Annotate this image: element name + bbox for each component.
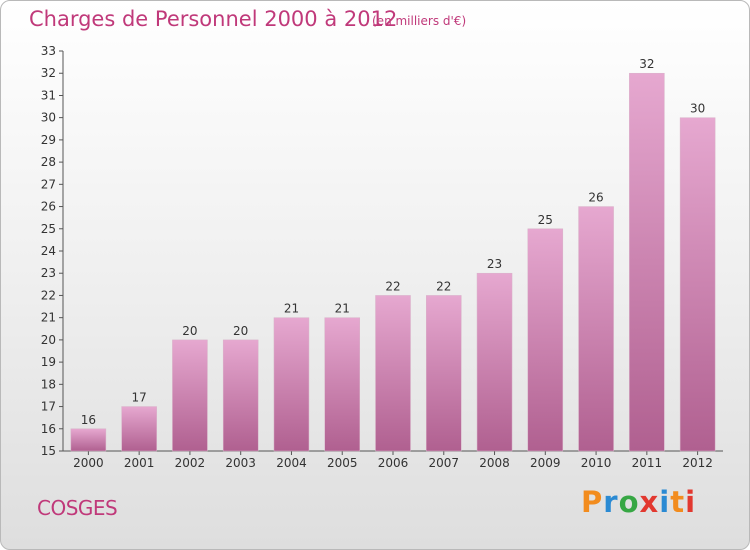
logo-letter: r	[603, 485, 619, 519]
y-tick-label: 15	[41, 444, 56, 458]
proxiti-logo: Proxiti	[581, 485, 696, 519]
bar-value-label: 16	[81, 413, 96, 427]
y-tick-label: 19	[41, 355, 56, 369]
x-tick-label: 2006	[378, 456, 409, 470]
bar	[273, 317, 310, 452]
chart-title: Charges de Personnel 2000 à 2012	[29, 7, 398, 31]
bar	[375, 295, 411, 452]
bar	[679, 117, 716, 452]
bar	[222, 339, 259, 452]
x-tick-label: 2004	[276, 456, 307, 470]
y-tick-label: 18	[41, 377, 56, 391]
logo-letter: o	[618, 485, 640, 519]
logo-letter: t	[670, 485, 686, 519]
bar	[70, 428, 107, 452]
x-axis: 2000 2001 2002 2003 2004 2005 2006 2007 2008 2009…	[63, 450, 723, 470]
y-tick-label: 32	[41, 66, 56, 80]
y-tick-label: 22	[41, 288, 56, 302]
x-tick-label: 2001	[124, 456, 155, 470]
bar	[527, 228, 564, 452]
y-tick-label: 20	[41, 333, 56, 347]
y-tick-label: 30	[41, 111, 56, 125]
logo-letter: x	[639, 485, 660, 519]
bar-value-label: 17	[132, 391, 147, 405]
y-tick-label: 29	[41, 133, 56, 147]
y-tick-label: 23	[41, 266, 56, 280]
bar	[324, 317, 360, 452]
commune-name: COSGES	[37, 496, 118, 520]
bar	[426, 295, 462, 452]
logo-letter: P	[581, 485, 604, 519]
logo-letter: i	[685, 485, 697, 519]
bars: 16 17 20 20 21 21 22 22 23 25 26 32 30	[70, 57, 716, 452]
bar	[476, 272, 513, 452]
bar-value-label: 23	[487, 257, 502, 271]
bar-value-label: 26	[588, 191, 603, 205]
y-tick-label: 33	[41, 44, 56, 58]
x-tick-label: 2005	[327, 456, 358, 470]
bar-value-label: 22	[436, 279, 451, 293]
y-tick-label: 17	[41, 400, 56, 414]
bar-value-label: 25	[538, 213, 553, 227]
bar-value-label: 21	[335, 302, 350, 316]
bar-value-label: 20	[182, 324, 197, 338]
bar	[172, 339, 208, 452]
y-tick-label: 25	[41, 222, 56, 236]
bar	[121, 406, 157, 452]
y-tick-label: 26	[41, 200, 56, 214]
y-tick-label: 27	[41, 177, 56, 191]
x-tick-label: 2010	[581, 456, 612, 470]
bar	[629, 72, 665, 452]
bar-value-label: 21	[284, 302, 299, 316]
y-tick-label: 28	[41, 155, 56, 169]
y-tick-label: 24	[41, 244, 56, 258]
bar-value-label: 22	[385, 279, 400, 293]
logo-letter: i	[659, 485, 671, 519]
bar-value-label: 30	[690, 102, 705, 116]
x-tick-label: 2009	[530, 456, 561, 470]
x-tick-label: 2002	[175, 456, 206, 470]
chart-subtitle: (en milliers d'€)	[372, 14, 467, 28]
y-tick-label: 21	[41, 311, 56, 325]
y-tick-label: 16	[41, 422, 56, 436]
x-tick-label: 2003	[225, 456, 256, 470]
bar	[578, 206, 614, 452]
y-axis: 15 16 17 18 19 20 21 22 23 24 25 26 27 28 29 30 31 32 33	[41, 44, 64, 458]
bar-value-label: 32	[639, 57, 654, 71]
x-tick-label: 2007	[428, 456, 459, 470]
x-tick-label: 2012	[682, 456, 713, 470]
x-tick-label: 2008	[479, 456, 510, 470]
bar-value-label: 20	[233, 324, 248, 338]
x-tick-label: 2011	[632, 456, 663, 470]
y-tick-label: 31	[41, 88, 56, 102]
x-tick-label: 2000	[73, 456, 104, 470]
